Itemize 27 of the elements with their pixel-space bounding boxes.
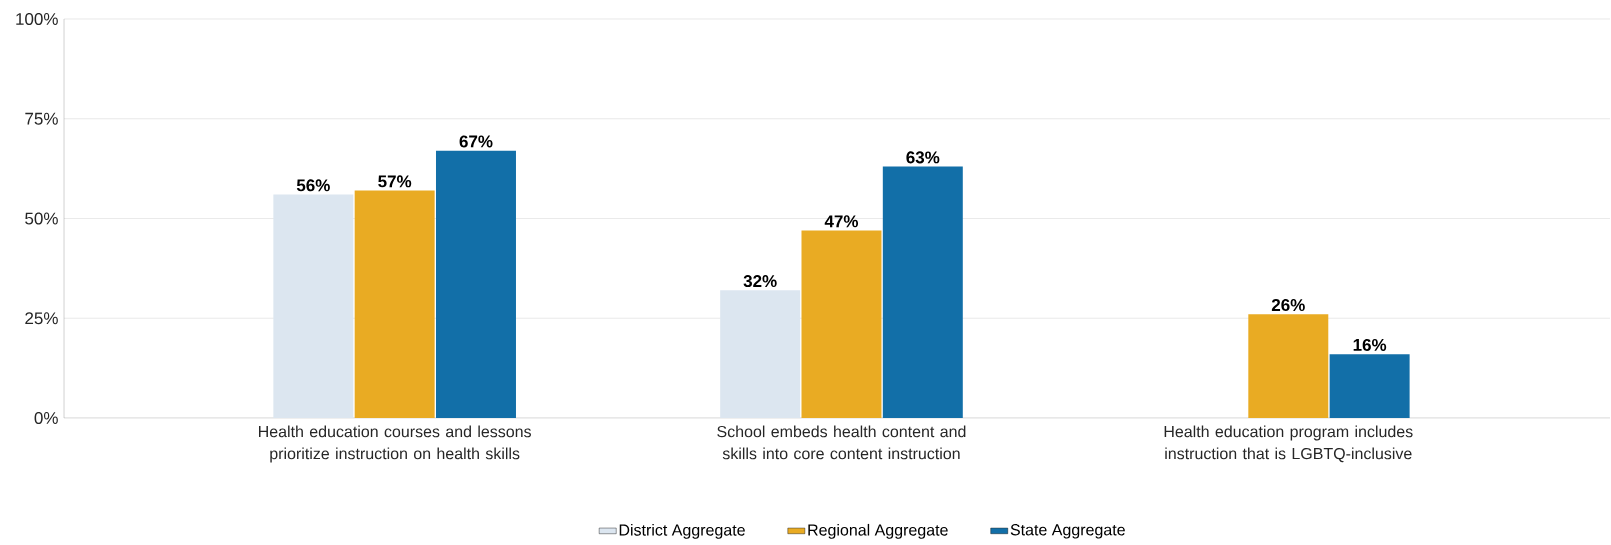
y-tick-label: 75% bbox=[25, 112, 58, 125]
bar bbox=[1329, 354, 1410, 418]
x-tick-label: Health education courses and lessons prioritize instruction on health skills bbox=[259, 425, 531, 463]
data-label: 16% bbox=[1353, 338, 1387, 351]
y-tick-label: 25% bbox=[25, 312, 58, 325]
bar bbox=[882, 166, 963, 418]
data-label: 26% bbox=[1271, 299, 1305, 312]
y-tick-label: 0% bbox=[34, 411, 58, 425]
y-tick-label: 100% bbox=[16, 12, 58, 26]
legend-label: State Aggregate bbox=[1010, 524, 1125, 539]
x-tick-label: School embeds health content and skills into core content instruction bbox=[717, 425, 966, 460]
data-label: 47% bbox=[824, 215, 859, 228]
bar bbox=[435, 150, 516, 418]
bar bbox=[1248, 314, 1329, 418]
data-label: 67% bbox=[459, 135, 493, 148]
bar bbox=[273, 194, 354, 418]
data-label: 57% bbox=[378, 175, 412, 188]
data-label: 63% bbox=[906, 151, 940, 164]
data-label: 32% bbox=[743, 275, 777, 288]
bar bbox=[801, 230, 882, 418]
legend-label: Regional Aggregate bbox=[808, 523, 948, 539]
bar bbox=[720, 290, 801, 418]
legend-label: District Aggregate bbox=[619, 523, 745, 539]
x-tick-label: Health education program includes instruction that is LGBTQ-inclusive bbox=[1164, 425, 1413, 463]
bar bbox=[354, 190, 435, 418]
data-label: 56% bbox=[296, 179, 330, 192]
y-tick-label: 50% bbox=[25, 212, 58, 225]
